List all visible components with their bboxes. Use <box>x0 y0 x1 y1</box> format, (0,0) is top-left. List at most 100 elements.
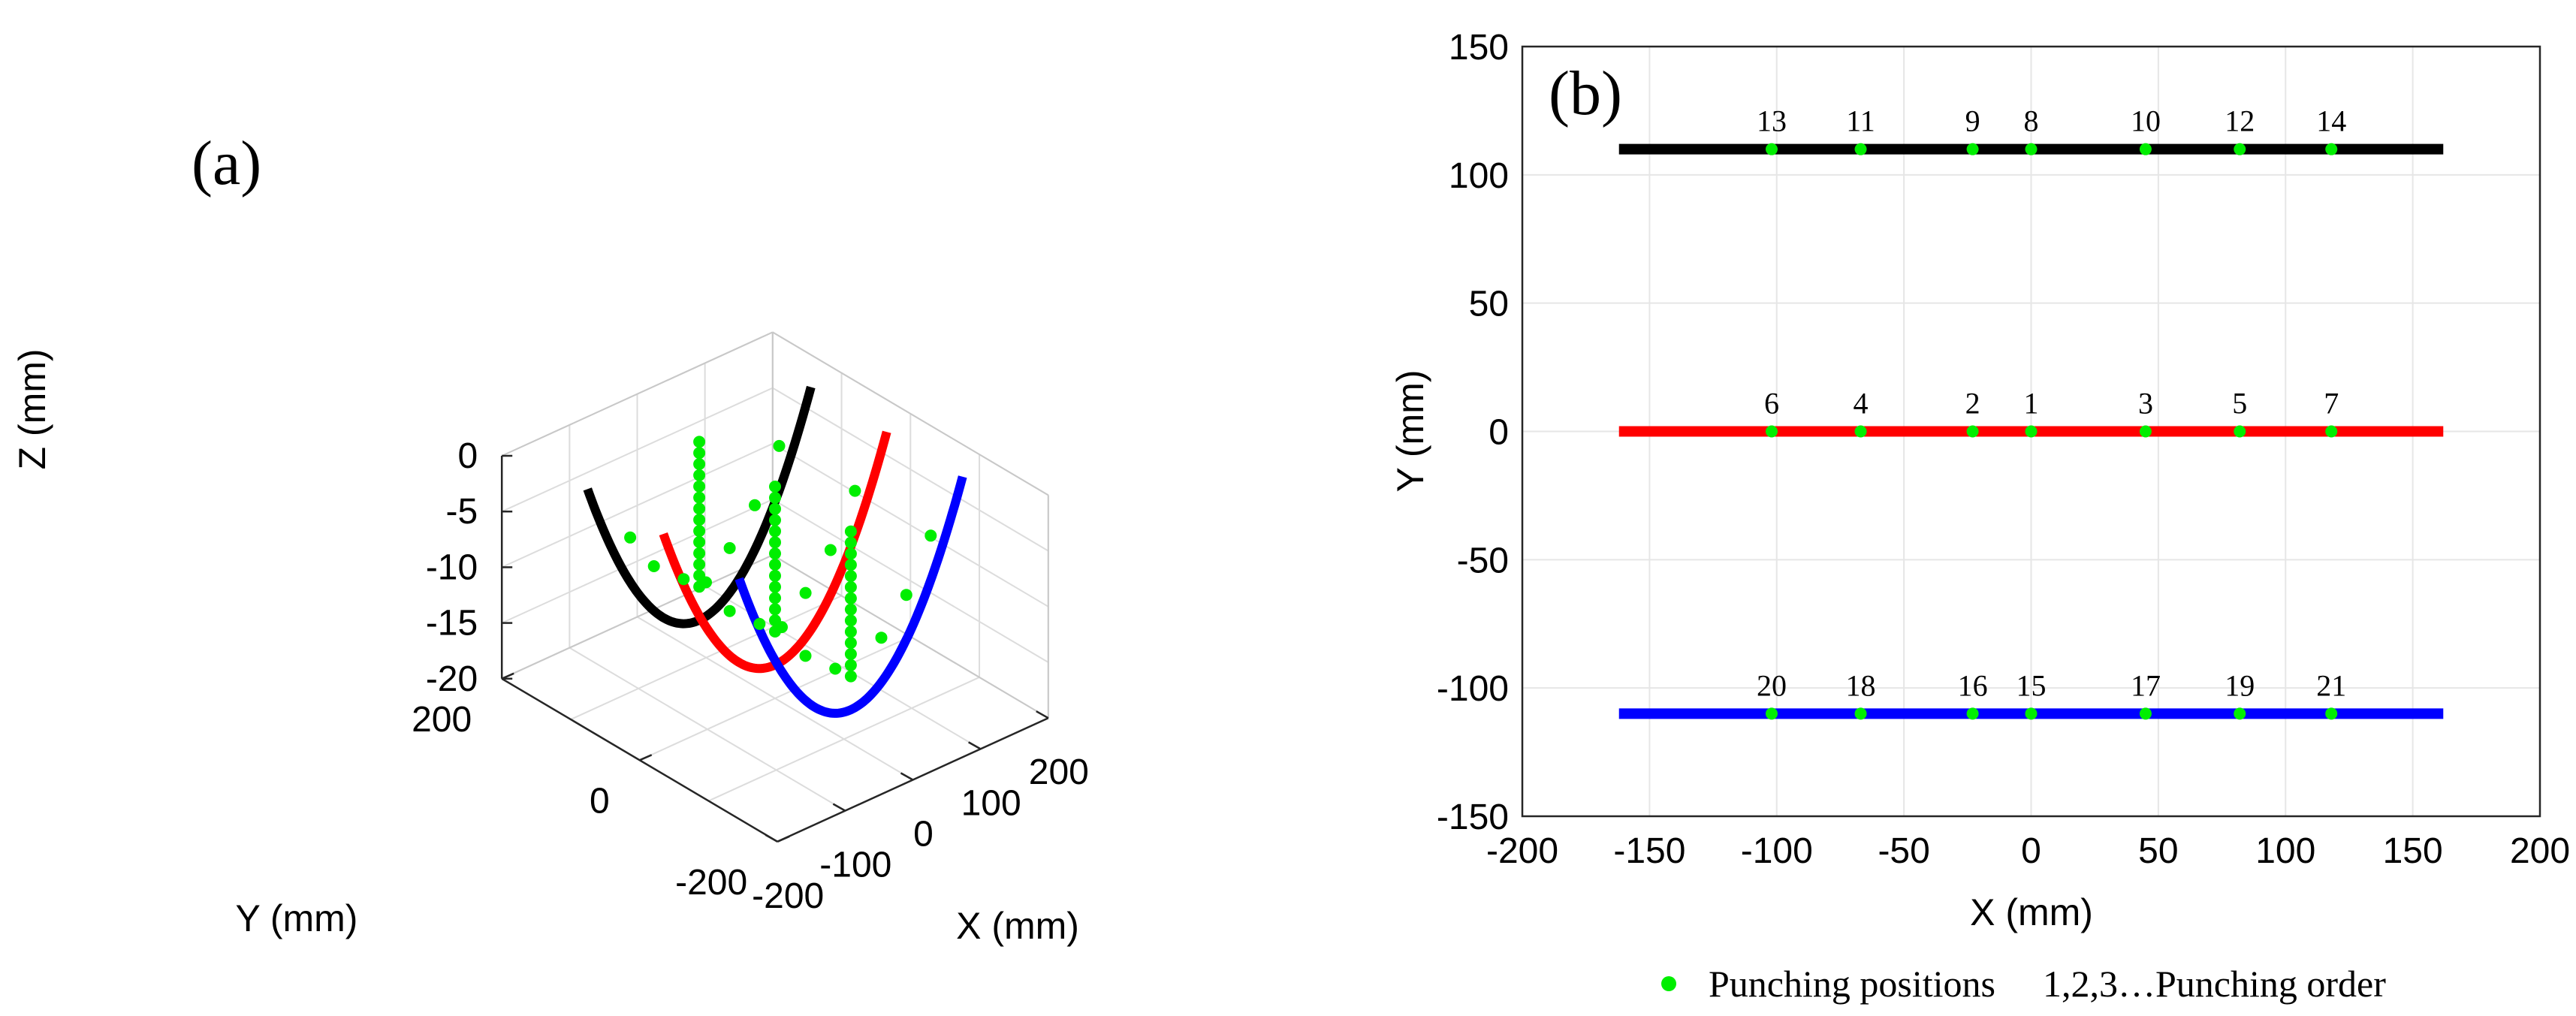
b-punch-point <box>2025 707 2038 720</box>
panel-b-2d-plot: -200 -150 -100 -50 0 50 100 150 200150100500-50-… <box>1389 28 2570 933</box>
a-punch-point <box>693 525 706 538</box>
a-punch-point <box>900 589 912 601</box>
a-punch-point <box>844 670 857 683</box>
a-punch-point <box>769 547 781 560</box>
a-punch-point <box>844 592 857 604</box>
b-order-label: 19 <box>2225 668 2255 702</box>
a-punch-point <box>769 514 781 526</box>
a-punch-point <box>693 558 706 571</box>
b-x-tick-label: -200 <box>1486 831 1558 871</box>
a-punch-point <box>677 573 690 586</box>
b-x-tick-label: -100 <box>1741 831 1813 871</box>
a-punch-point <box>844 547 857 560</box>
a-x-tick <box>765 834 778 843</box>
b-order-label: 15 <box>2016 668 2047 702</box>
b-x-tick-label: 0 <box>2021 831 2041 871</box>
a-punch-point <box>693 491 706 504</box>
b-punch-point <box>2325 425 2338 438</box>
b-punch-point <box>1765 425 1778 438</box>
a-grid-line <box>570 595 842 720</box>
panel-a-points <box>624 436 937 683</box>
a-z-tick-label: -5 <box>446 492 478 532</box>
b-x-tick-label: 50 <box>2138 831 2178 871</box>
b-punch-point <box>2325 707 2338 720</box>
a-punch-point <box>844 659 857 671</box>
a-punch-point <box>693 458 706 470</box>
b-punch-point <box>2025 143 2038 155</box>
a-punch-point <box>769 536 781 549</box>
legend-marker <box>1661 976 1676 991</box>
panel-a-z-axis-label: Z (mm) <box>11 348 53 469</box>
a-punch-point <box>769 491 781 504</box>
b-punch-point <box>1854 143 1867 155</box>
a-punch-point <box>753 617 766 630</box>
b-punch-point <box>2139 425 2152 438</box>
b-punch-point <box>2234 143 2246 155</box>
a-punch-point <box>723 541 736 554</box>
legend: Punching positions 1,2,3…Punching order <box>1661 963 2386 1005</box>
panel-b-label: (b) <box>1549 59 1622 128</box>
a-x-tick <box>1036 710 1049 719</box>
a-grid-line <box>639 635 911 761</box>
b-order-label: 17 <box>2131 668 2161 702</box>
a-punch-point <box>693 502 706 515</box>
b-x-tick-label: 150 <box>2383 831 2443 871</box>
panel-a-label: (a) <box>192 128 261 198</box>
a-punch-point <box>693 547 706 559</box>
a-x-tick-label: 0 <box>913 815 934 855</box>
a-punch-point <box>749 499 761 511</box>
b-punch-point <box>1854 707 1867 720</box>
a-punch-point <box>693 480 706 493</box>
a-punch-point <box>693 436 706 448</box>
b-order-label: 1 <box>2024 387 2039 421</box>
a-punch-point <box>769 569 781 582</box>
a-punch-point <box>769 481 781 493</box>
a-x-tick-label: -100 <box>819 846 891 885</box>
a-y-tick <box>777 835 790 843</box>
a-punch-point <box>769 592 781 604</box>
a-punch-point <box>776 621 788 634</box>
a-y-tick-label: 0 <box>590 781 610 821</box>
panel-b-ticks: -200 -150 -100 -50 0 50 100 150 200150100500-50-… <box>1437 28 2570 871</box>
a-box-edge <box>772 331 1049 496</box>
panel-b-y-axis-label: Y (mm) <box>1389 370 1431 493</box>
b-y-tick-label: 100 <box>1449 156 1509 196</box>
a-punch-point <box>925 529 937 542</box>
a-punch-point <box>769 502 781 515</box>
b-order-label: 14 <box>2316 104 2346 138</box>
a-punch-point <box>844 603 857 616</box>
b-x-tick-label: -50 <box>1878 831 1929 871</box>
a-grid-line <box>772 442 1049 607</box>
b-y-tick-label: 50 <box>1469 285 1509 324</box>
b-order-label: 20 <box>1757 668 1787 702</box>
b-punch-point <box>2025 425 2038 438</box>
a-punch-point <box>844 580 857 593</box>
b-order-label: 10 <box>2131 104 2161 138</box>
a-punch-point <box>844 536 857 549</box>
a-grid-line <box>708 677 980 802</box>
b-punch-point <box>1966 425 1979 438</box>
panel-a-y-axis-label: Y (mm) <box>236 897 358 939</box>
a-z-tick-label: 0 <box>457 436 478 476</box>
b-order-label: 13 <box>1757 104 1787 138</box>
a-punch-point <box>844 525 857 538</box>
a-x-tick-label: 200 <box>1029 752 1089 792</box>
a-punch-point <box>769 580 781 593</box>
b-y-tick-label: -150 <box>1437 797 1509 837</box>
a-x-tick <box>968 741 982 750</box>
a-punch-point <box>844 648 857 660</box>
b-punch-point <box>2139 143 2152 155</box>
b-y-tick-label: -100 <box>1437 669 1509 709</box>
b-order-label: 3 <box>2138 387 2153 421</box>
b-punch-point <box>1765 707 1778 720</box>
a-punch-point <box>693 514 706 526</box>
panel-b-x-axis-label: X (mm) <box>1970 891 2093 933</box>
a-punch-point <box>693 447 706 460</box>
a-x-tick <box>900 772 914 781</box>
legend-order-label: 1,2,3…Punching order <box>2043 963 2386 1005</box>
panel-b-axes-frame <box>1521 45 2541 818</box>
a-punch-point <box>769 525 781 538</box>
a-punch-point <box>844 626 857 638</box>
